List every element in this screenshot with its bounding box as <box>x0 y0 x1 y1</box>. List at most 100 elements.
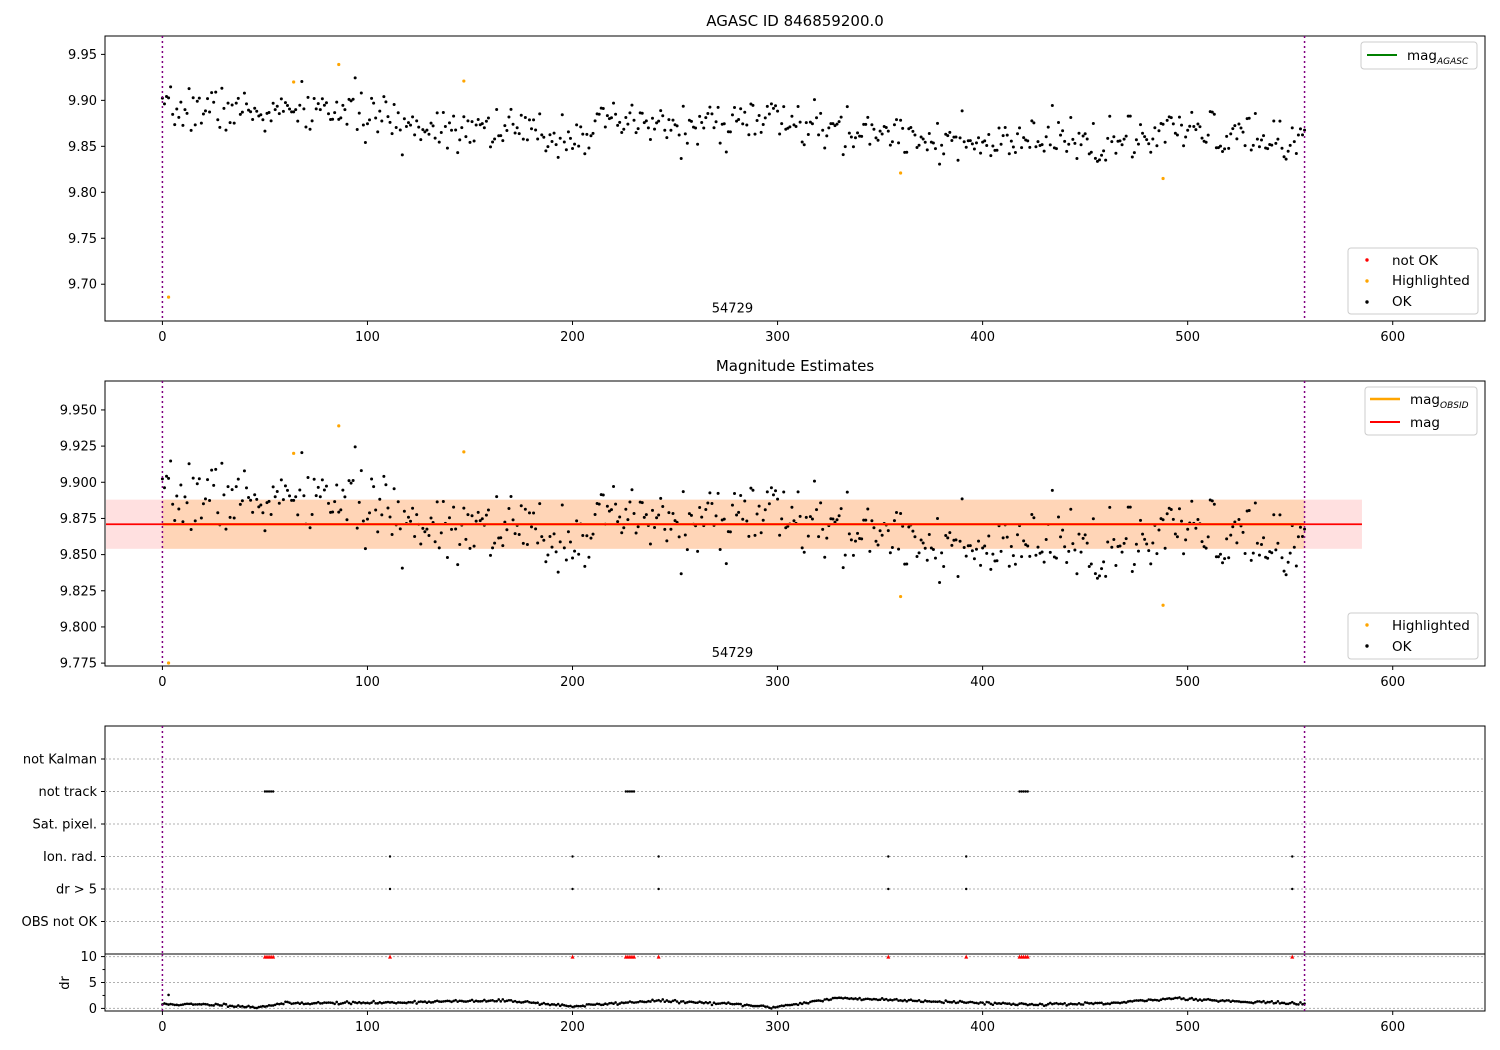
dr-point <box>273 1003 277 1007</box>
ok-point <box>667 118 671 122</box>
ok-point <box>1163 546 1167 550</box>
ok-point <box>447 121 451 125</box>
ok-point <box>505 528 509 532</box>
ok-point <box>292 110 296 114</box>
dr-point <box>905 1000 909 1003</box>
dr-point <box>690 1000 693 1004</box>
dr-point <box>1243 1000 1247 1004</box>
highlighted-point <box>1161 176 1165 181</box>
ok-point <box>441 499 445 503</box>
ok-point <box>798 120 802 124</box>
ok-point <box>454 128 458 132</box>
legend-label-not-ok: not OK <box>1392 253 1439 269</box>
dr-point <box>800 1002 804 1006</box>
ok-point <box>837 514 841 518</box>
dr-point <box>208 1004 211 1007</box>
ok-point <box>614 112 618 116</box>
ok-point <box>1091 517 1095 521</box>
ok-point <box>737 118 741 122</box>
dr-point <box>747 1003 751 1007</box>
ok-point <box>415 119 419 123</box>
dr-point <box>507 998 511 1002</box>
dr-point <box>1133 999 1136 1002</box>
ok-point <box>220 461 224 465</box>
dr-point <box>1186 998 1189 1002</box>
ok-point <box>236 477 240 481</box>
estimates-xtick-label-200: 200 <box>560 675 585 690</box>
dr-point <box>729 1002 732 1006</box>
ok-point <box>372 485 376 489</box>
ok-point <box>484 119 488 123</box>
ok-point <box>1210 110 1214 114</box>
dr-point <box>1007 1002 1011 1005</box>
ok-point <box>363 547 367 551</box>
ok-point <box>792 123 796 127</box>
ok-point <box>288 107 292 111</box>
ok-point <box>191 476 195 480</box>
ok-point <box>175 107 179 111</box>
dr-point <box>187 1002 191 1006</box>
ok-point <box>1026 139 1030 143</box>
ok-point <box>1169 116 1173 120</box>
dr-point <box>386 1000 390 1004</box>
ok-point <box>1034 553 1038 557</box>
ok-point <box>247 108 251 112</box>
dr-point <box>380 1001 384 1005</box>
ok-point <box>1046 125 1050 129</box>
dr-point <box>848 997 851 1001</box>
ok-point <box>1130 155 1134 159</box>
ok-point <box>437 546 441 550</box>
ok-point <box>1210 499 1214 503</box>
dr-clipped-marker <box>886 954 891 959</box>
dr-ytick-label-0: 0 <box>89 1002 97 1017</box>
ok-point <box>833 520 837 524</box>
dr-point <box>282 1002 285 1006</box>
ok-point <box>751 488 755 492</box>
ok-point <box>1028 145 1032 149</box>
ok-point <box>199 121 203 125</box>
dr-point <box>1227 999 1230 1002</box>
ok-point <box>1163 140 1167 144</box>
ok-point <box>815 508 819 512</box>
dr-point <box>503 1000 507 1003</box>
dr-point <box>694 1001 697 1005</box>
ok-point <box>954 538 958 542</box>
dr-axis-label: dr <box>58 976 73 990</box>
dr-point <box>167 993 170 997</box>
ok-point <box>425 128 429 132</box>
ok-point <box>359 91 363 95</box>
ok-point <box>355 127 359 131</box>
dr-point <box>302 1002 306 1006</box>
dr-point <box>368 1002 371 1005</box>
dr-point <box>1090 1001 1093 1005</box>
ok-point <box>630 488 634 492</box>
dr-point <box>1141 999 1144 1002</box>
ok-point <box>382 474 386 478</box>
ok-point <box>874 136 878 140</box>
ok-point <box>1089 562 1093 566</box>
highlighted-point <box>337 424 341 428</box>
estimates-xtick-label-100: 100 <box>355 675 380 690</box>
ok-point <box>946 134 950 138</box>
ok-point <box>472 139 476 143</box>
ok-point <box>314 494 318 498</box>
ok-point <box>523 115 527 119</box>
ok-point <box>251 510 255 514</box>
dr-point <box>1231 999 1235 1003</box>
ok-point <box>823 146 827 150</box>
dr-point <box>294 1001 297 1005</box>
ok-point <box>480 122 484 126</box>
ok-point <box>948 531 952 535</box>
ok-point <box>347 479 351 483</box>
ok-point <box>1194 526 1198 530</box>
ok-point <box>454 527 458 531</box>
dr-point <box>339 1002 343 1005</box>
ok-point <box>1280 556 1284 560</box>
ok-point <box>324 101 328 105</box>
ok-point <box>983 139 987 143</box>
ok-point <box>1262 134 1266 138</box>
dr-point <box>519 1001 523 1004</box>
ok-point <box>716 491 720 495</box>
dr-point <box>823 998 827 1001</box>
dr-point <box>843 996 847 1000</box>
